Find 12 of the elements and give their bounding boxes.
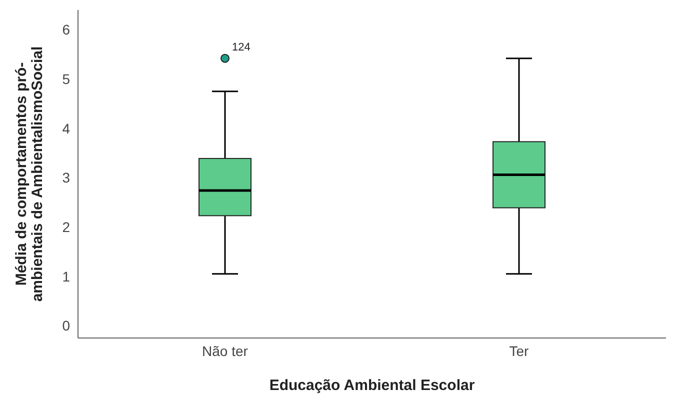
y-tick-label: 3 <box>62 170 70 186</box>
y-tick-label: 0 <box>62 318 70 334</box>
annotation: 124 <box>232 41 250 54</box>
y-tick-label: 6 <box>62 22 70 38</box>
y-tick-label: 4 <box>62 120 70 136</box>
y-axis-title: Média de comportamentos pró-ambientais de AmbientalismoSocial <box>13 46 46 302</box>
y-tick-label: 1 <box>62 268 70 284</box>
y-tick-label: 5 <box>62 71 70 88</box>
x-axis-title: Educação Ambiental Escolar <box>269 377 475 394</box>
x-tick-label: Ter <box>509 342 530 359</box>
x-tick-label: Não ter <box>202 342 248 359</box>
y-tick-label: 2 <box>62 218 70 235</box>
